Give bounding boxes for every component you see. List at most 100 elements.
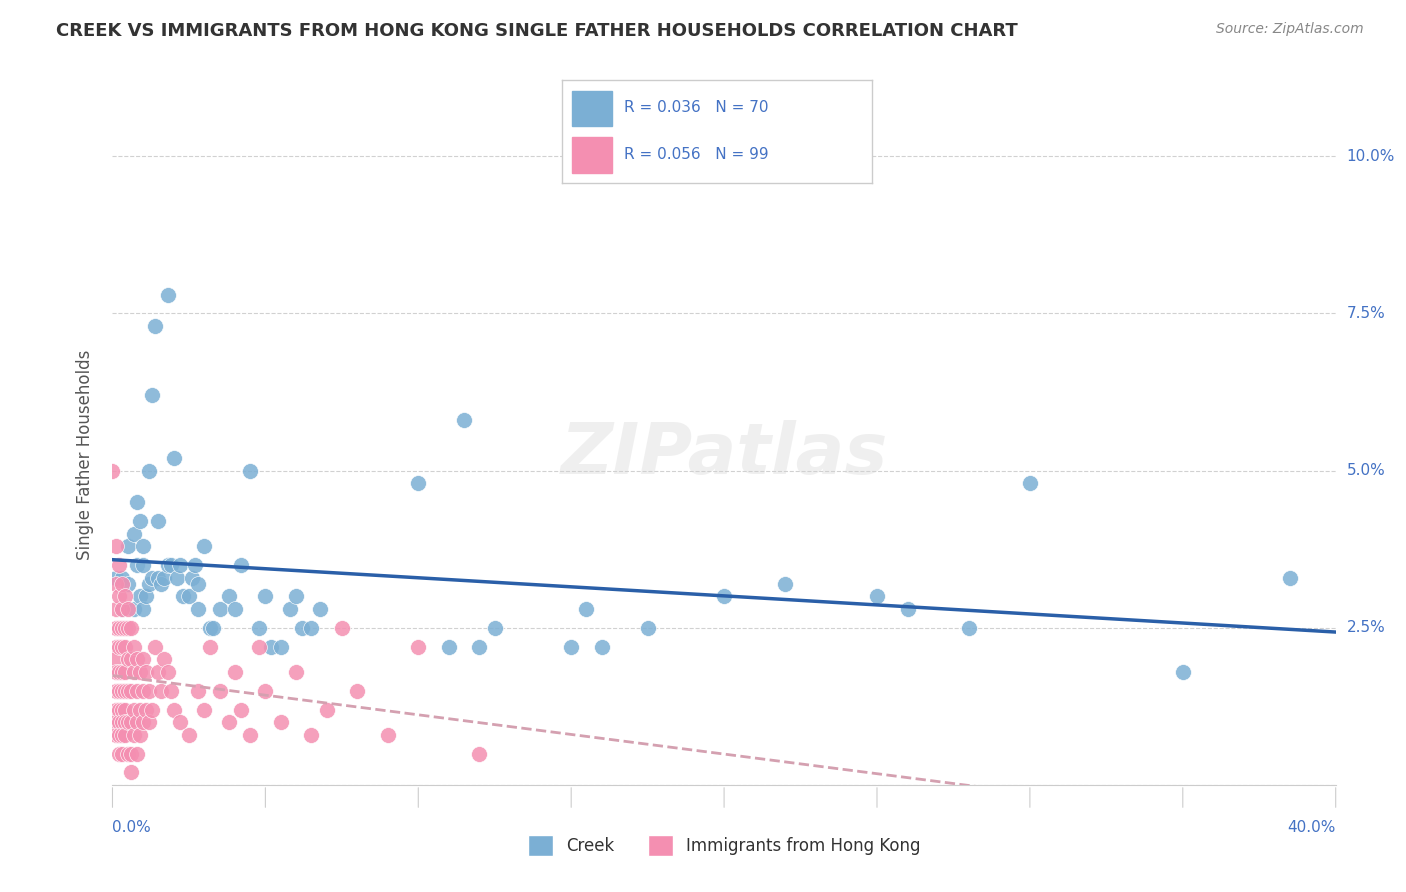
Point: [104, 570, 127, 584]
Point: [202, 621, 225, 635]
Point: [111, 602, 134, 616]
Point: [125, 652, 148, 666]
Point: [120, 621, 142, 635]
Point: [163, 451, 186, 466]
Point: [408, 476, 430, 491]
Point: [150, 576, 173, 591]
Text: 40.0%: 40.0%: [1288, 820, 1336, 835]
Point: [270, 640, 292, 654]
Point: [135, 590, 157, 604]
Point: [120, 715, 142, 730]
Point: [104, 728, 127, 742]
Point: [591, 640, 613, 654]
Point: [107, 640, 129, 654]
Point: [122, 640, 145, 654]
Point: [291, 621, 314, 635]
Point: [129, 514, 152, 528]
Point: [114, 621, 136, 635]
Text: 0.0%: 0.0%: [112, 820, 152, 835]
Point: [575, 602, 598, 616]
Point: [299, 621, 322, 635]
Point: [1171, 665, 1194, 679]
Point: [138, 715, 160, 730]
Point: [897, 602, 920, 616]
Point: [111, 665, 134, 679]
Point: [247, 621, 270, 635]
Point: [159, 683, 181, 698]
Point: [239, 728, 262, 742]
Point: [437, 640, 460, 654]
Point: [187, 602, 209, 616]
Point: [104, 683, 127, 698]
Point: [104, 640, 127, 654]
Point: [141, 702, 163, 716]
Point: [135, 702, 157, 716]
Point: [138, 576, 160, 591]
Point: [129, 702, 152, 716]
Point: [159, 558, 181, 572]
Point: [129, 665, 152, 679]
Point: [148, 514, 170, 528]
Point: [229, 702, 252, 716]
Point: [111, 576, 134, 591]
Point: [107, 683, 129, 698]
Point: [172, 590, 194, 604]
Point: [181, 570, 204, 584]
Point: [111, 570, 134, 584]
Point: [713, 590, 735, 604]
Point: [132, 652, 155, 666]
Point: [104, 652, 127, 666]
Point: [107, 590, 129, 604]
Text: CREEK VS IMMIGRANTS FROM HONG KONG SINGLE FATHER HOUSEHOLDS CORRELATION CHART: CREEK VS IMMIGRANTS FROM HONG KONG SINGL…: [56, 22, 1018, 40]
Point: [129, 590, 152, 604]
Point: [184, 558, 207, 572]
Point: [104, 715, 127, 730]
Point: [104, 665, 127, 679]
Point: [270, 715, 292, 730]
Point: [107, 728, 129, 742]
Point: [163, 702, 186, 716]
Point: [284, 665, 308, 679]
Point: [156, 287, 179, 301]
Point: [346, 683, 368, 698]
Point: [208, 683, 231, 698]
Point: [117, 683, 139, 698]
Point: [135, 665, 157, 679]
Point: [122, 728, 145, 742]
Point: [866, 590, 889, 604]
Point: [104, 702, 127, 716]
Point: [125, 495, 148, 509]
FancyBboxPatch shape: [572, 136, 612, 173]
Point: [122, 526, 145, 541]
Point: [260, 640, 283, 654]
Point: [254, 590, 277, 604]
Point: [114, 665, 136, 679]
Point: [104, 539, 127, 553]
Point: [239, 464, 262, 478]
Point: [114, 715, 136, 730]
Point: [111, 747, 134, 761]
Point: [148, 665, 170, 679]
Point: [560, 640, 582, 654]
Point: [101, 464, 124, 478]
Point: [153, 652, 176, 666]
Text: 2.5%: 2.5%: [1347, 620, 1385, 635]
Point: [299, 728, 322, 742]
Point: [309, 602, 332, 616]
Point: [114, 590, 136, 604]
Point: [150, 683, 173, 698]
Point: [117, 576, 139, 591]
Point: [107, 747, 129, 761]
Point: [107, 621, 129, 635]
Point: [484, 621, 506, 635]
Point: [111, 640, 134, 654]
Point: [132, 539, 155, 553]
Point: [107, 558, 129, 572]
Point: [637, 621, 659, 635]
Point: [141, 388, 163, 402]
Point: [132, 683, 155, 698]
Point: [1018, 476, 1040, 491]
Text: R = 0.056   N = 99: R = 0.056 N = 99: [624, 146, 769, 161]
Point: [957, 621, 980, 635]
Point: [107, 715, 129, 730]
